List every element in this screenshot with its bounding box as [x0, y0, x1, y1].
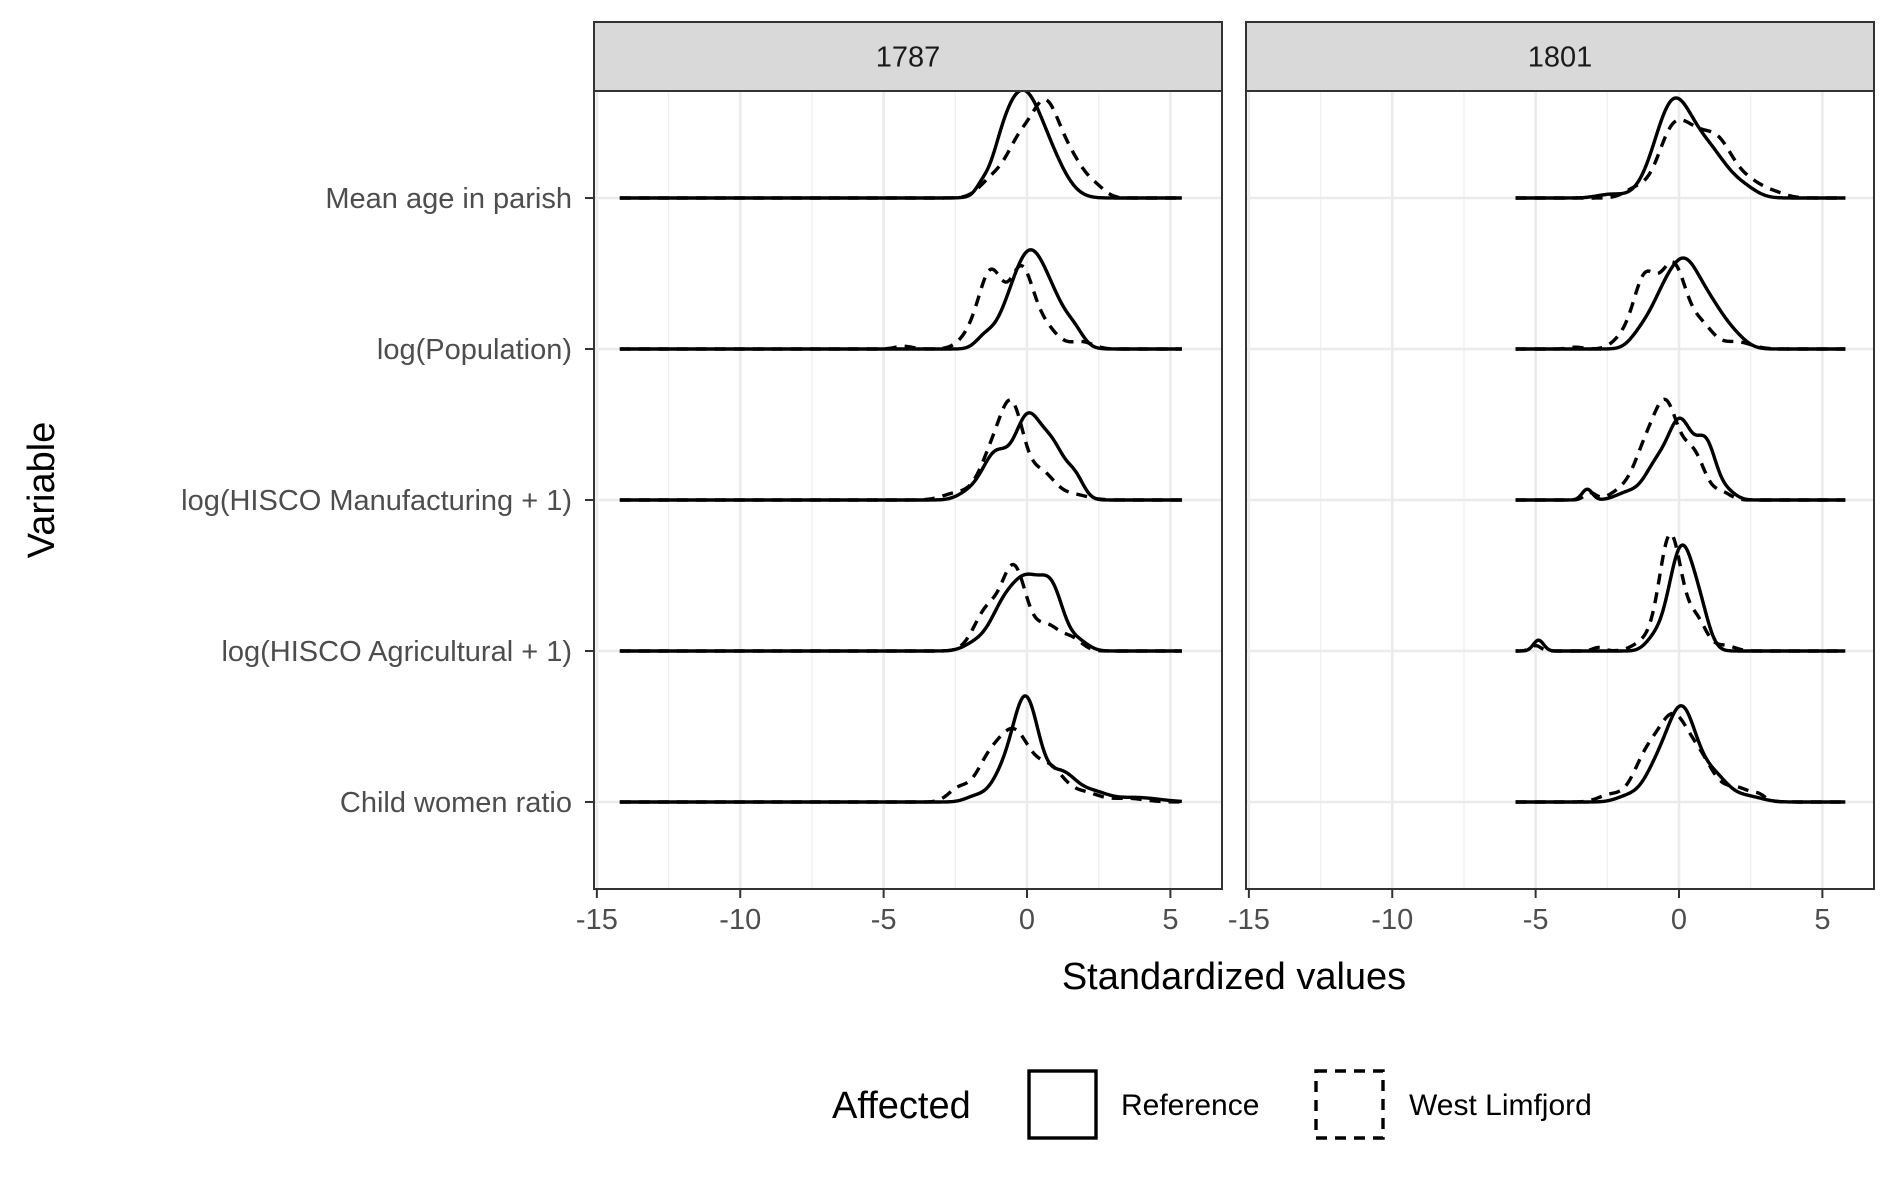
- panel-background: [1246, 91, 1874, 889]
- density-line-west-limfjord-child-women-ratio-1801: [1514, 711, 1847, 804]
- density-line-west-limfjord-log-hisco-agricultural-1-1787: [619, 562, 1182, 653]
- density-line-west-limfjord-mean-age-in-parish-1787: [619, 97, 1182, 200]
- x-tick-label: -15: [1228, 904, 1270, 936]
- x-tick-label: -10: [719, 904, 761, 936]
- x-tick-label: -15: [576, 904, 618, 936]
- y-tick-label-log-hisco-agricultural-1: log(HISCO Agricultural + 1): [221, 636, 572, 668]
- density-line-west-limfjord-log-hisco-agricultural-1-1801: [1514, 532, 1847, 653]
- density-line-reference-log-hisco-manufacturing-1-1787: [619, 411, 1182, 502]
- facet-strip: [593, 21, 1223, 92]
- facet-strip-label: 1787: [876, 42, 941, 74]
- facet-strip: [1245, 21, 1875, 92]
- density-line-reference-log-hisco-agricultural-1-1787: [619, 572, 1182, 653]
- density-line-reference-log-hisco-manufacturing-1-1801: [1514, 416, 1847, 502]
- legend: Affected Reference West Limfjord: [832, 1069, 1592, 1140]
- legend-key-west-limfjord: [1314, 1069, 1385, 1140]
- panel-background: [594, 91, 1222, 889]
- density-line-reference-mean-age-in-parish-1801: [1514, 96, 1847, 200]
- facet-strip-label: 1801: [1528, 42, 1593, 74]
- legend-title: Affected: [832, 1085, 971, 1127]
- density-line-reference-child-women-ratio-1787: [619, 694, 1182, 804]
- density-line-west-limfjord-log-population-1787: [619, 263, 1182, 351]
- x-tick-label: -5: [1523, 904, 1549, 936]
- y-tick-label-log-population: log(Population): [377, 334, 572, 366]
- x-tick-label: 0: [1019, 904, 1035, 936]
- y-tick-label-mean-age-in-parish: Mean age in parish: [325, 183, 572, 215]
- y-tick-label-child-women-ratio: Child women ratio: [340, 787, 572, 819]
- y-axis-title: Variable: [21, 422, 63, 559]
- x-tick-label: -10: [1371, 904, 1413, 936]
- legend-key-reference: [1027, 1069, 1098, 1140]
- x-axis-title: Standardized values: [1062, 956, 1406, 998]
- density-line-reference-log-population-1801: [1514, 256, 1847, 351]
- legend-label-reference: Reference: [1121, 1089, 1259, 1122]
- y-tick-label-log-hisco-manufacturing-1: log(HISCO Manufacturing + 1): [181, 485, 572, 517]
- density-line-reference-mean-age-in-parish-1787: [619, 88, 1182, 200]
- legend-label-west-limfjord: West Limfjord: [1409, 1089, 1592, 1122]
- density-line-reference-child-women-ratio-1801: [1514, 704, 1847, 804]
- x-tick-label: 5: [1162, 904, 1178, 936]
- x-tick-label: 5: [1814, 904, 1830, 936]
- density-line-west-limfjord-mean-age-in-parish-1801: [1514, 118, 1847, 200]
- x-tick-label: -5: [871, 904, 897, 936]
- facet-panel-1787: 1787 -15 -10 -5 0 5: [576, 21, 1223, 936]
- facet-panel-1801: 1801 -15 -10 -5 0 5: [1228, 21, 1875, 936]
- x-tick-label: 0: [1671, 904, 1687, 936]
